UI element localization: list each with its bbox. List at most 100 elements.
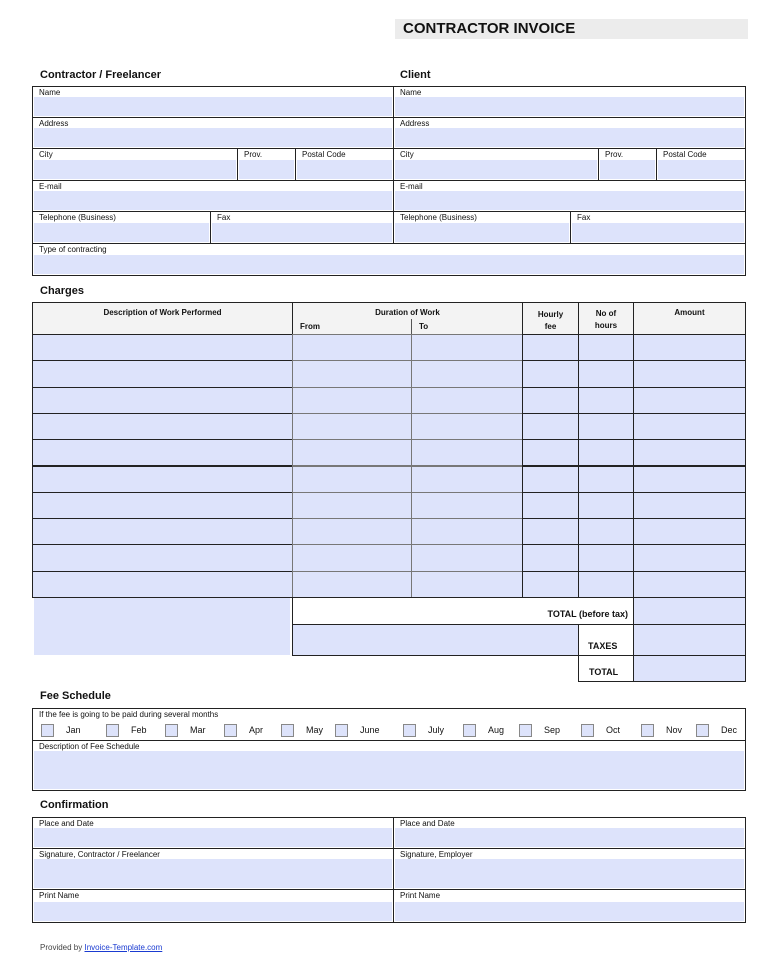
contractor-telephone-field[interactable]: Telephone (Business) [32, 211, 211, 244]
client-postal-field[interactable]: Postal Code [656, 148, 746, 181]
type-of-contracting-field[interactable]: Type of contracting [32, 243, 746, 276]
amount-cell[interactable] [633, 518, 746, 546]
description-cell[interactable] [32, 518, 293, 546]
from-cell[interactable] [292, 465, 412, 493]
month-checkbox-aug[interactable] [463, 724, 476, 737]
description-cell[interactable] [32, 544, 293, 572]
client-prov-field[interactable]: Prov. [598, 148, 657, 181]
to-cell[interactable] [411, 544, 523, 572]
description-cell[interactable] [32, 570, 293, 598]
hours-cell[interactable] [578, 570, 634, 598]
description-cell[interactable] [32, 334, 293, 362]
total-field[interactable] [633, 655, 746, 682]
hourly-fee-cell[interactable] [522, 518, 579, 546]
description-cell[interactable] [32, 439, 293, 467]
print-name-right-field[interactable]: Print Name [393, 889, 746, 923]
to-cell[interactable] [411, 412, 523, 441]
amount-cell[interactable] [633, 386, 746, 414]
month-checkbox-apr[interactable] [224, 724, 237, 737]
from-cell[interactable] [292, 570, 412, 598]
hourly-fee-cell[interactable] [522, 334, 579, 362]
amount-cell[interactable] [633, 570, 746, 598]
to-cell[interactable] [411, 465, 523, 493]
description-cell[interactable] [32, 491, 293, 520]
amount-cell[interactable] [633, 334, 746, 362]
hours-cell[interactable] [578, 412, 634, 441]
print-name-left-field[interactable]: Print Name [32, 889, 394, 923]
description-cell[interactable] [32, 386, 293, 414]
month-checkbox-jan[interactable] [41, 724, 54, 737]
to-cell[interactable] [411, 360, 523, 388]
client-email-field[interactable]: E-mail [393, 180, 746, 212]
month-checkbox-oct[interactable] [581, 724, 594, 737]
month-checkbox-july[interactable] [403, 724, 416, 737]
from-cell[interactable] [292, 334, 412, 362]
hourly-fee-cell[interactable] [522, 491, 579, 520]
client-city-field[interactable]: City [393, 148, 599, 181]
to-cell[interactable] [411, 570, 523, 598]
to-cell[interactable] [411, 439, 523, 467]
hourly-fee-cell[interactable] [522, 412, 579, 441]
from-cell[interactable] [292, 439, 412, 467]
hours-cell[interactable] [578, 518, 634, 546]
hours-cell[interactable] [578, 334, 634, 362]
hours-cell[interactable] [578, 491, 634, 520]
amount-cell[interactable] [633, 491, 746, 520]
client-name-field[interactable]: Name [393, 86, 746, 118]
amount-cell[interactable] [633, 544, 746, 572]
taxes-field[interactable] [633, 624, 746, 656]
month-checkbox-sep[interactable] [519, 724, 532, 737]
from-cell[interactable] [292, 491, 412, 520]
month-checkbox-may[interactable] [281, 724, 294, 737]
place-date-left-field[interactable]: Place and Date [32, 817, 394, 849]
hours-cell[interactable] [578, 544, 634, 572]
signature-employer-field[interactable]: Signature, Employer [393, 848, 746, 890]
month-checkbox-june[interactable] [335, 724, 348, 737]
notes-field[interactable] [34, 598, 290, 655]
footer-link[interactable]: Invoice-Template.com [84, 943, 163, 952]
signature-contractor-field[interactable]: Signature, Contractor / Freelancer [32, 848, 394, 890]
contractor-name-field[interactable]: Name [32, 86, 394, 118]
hours-cell[interactable] [578, 360, 634, 388]
to-cell[interactable] [411, 386, 523, 414]
fee-description-field[interactable]: Description of Fee Schedule [32, 740, 746, 791]
client-address-field[interactable]: Address [393, 117, 746, 149]
from-cell[interactable] [292, 412, 412, 441]
amount-cell[interactable] [633, 439, 746, 467]
contractor-address-field[interactable]: Address [32, 117, 394, 149]
to-cell[interactable] [411, 491, 523, 520]
hours-cell[interactable] [578, 465, 634, 493]
amount-cell[interactable] [633, 360, 746, 388]
hours-cell[interactable] [578, 386, 634, 414]
hourly-fee-cell[interactable] [522, 360, 579, 388]
place-date-right-field[interactable]: Place and Date [393, 817, 746, 849]
client-telephone-field[interactable]: Telephone (Business) [393, 211, 571, 244]
hourly-fee-cell[interactable] [522, 570, 579, 598]
amount-cell[interactable] [633, 465, 746, 493]
month-checkbox-feb[interactable] [106, 724, 119, 737]
hourly-fee-cell[interactable] [522, 544, 579, 572]
from-cell[interactable] [292, 544, 412, 572]
to-cell[interactable] [411, 334, 523, 362]
from-cell[interactable] [292, 518, 412, 546]
description-cell[interactable] [32, 412, 293, 441]
hourly-fee-cell[interactable] [522, 465, 579, 493]
from-cell[interactable] [292, 360, 412, 388]
to-cell[interactable] [411, 518, 523, 546]
from-cell[interactable] [292, 386, 412, 414]
total-before-tax-field[interactable] [633, 597, 746, 625]
tax-description-field[interactable] [292, 624, 579, 656]
month-checkbox-dec[interactable] [696, 724, 709, 737]
month-checkbox-mar[interactable] [165, 724, 178, 737]
description-cell[interactable] [32, 360, 293, 388]
description-cell[interactable] [32, 465, 293, 493]
hourly-fee-cell[interactable] [522, 439, 579, 467]
hourly-fee-cell[interactable] [522, 386, 579, 414]
amount-cell[interactable] [633, 412, 746, 441]
contractor-prov-field[interactable]: Prov. [237, 148, 296, 181]
hours-cell[interactable] [578, 439, 634, 467]
contractor-city-field[interactable]: City [32, 148, 238, 181]
contractor-fax-field[interactable]: Fax [210, 211, 394, 244]
month-checkbox-nov[interactable] [641, 724, 654, 737]
contractor-email-field[interactable]: E-mail [32, 180, 394, 212]
